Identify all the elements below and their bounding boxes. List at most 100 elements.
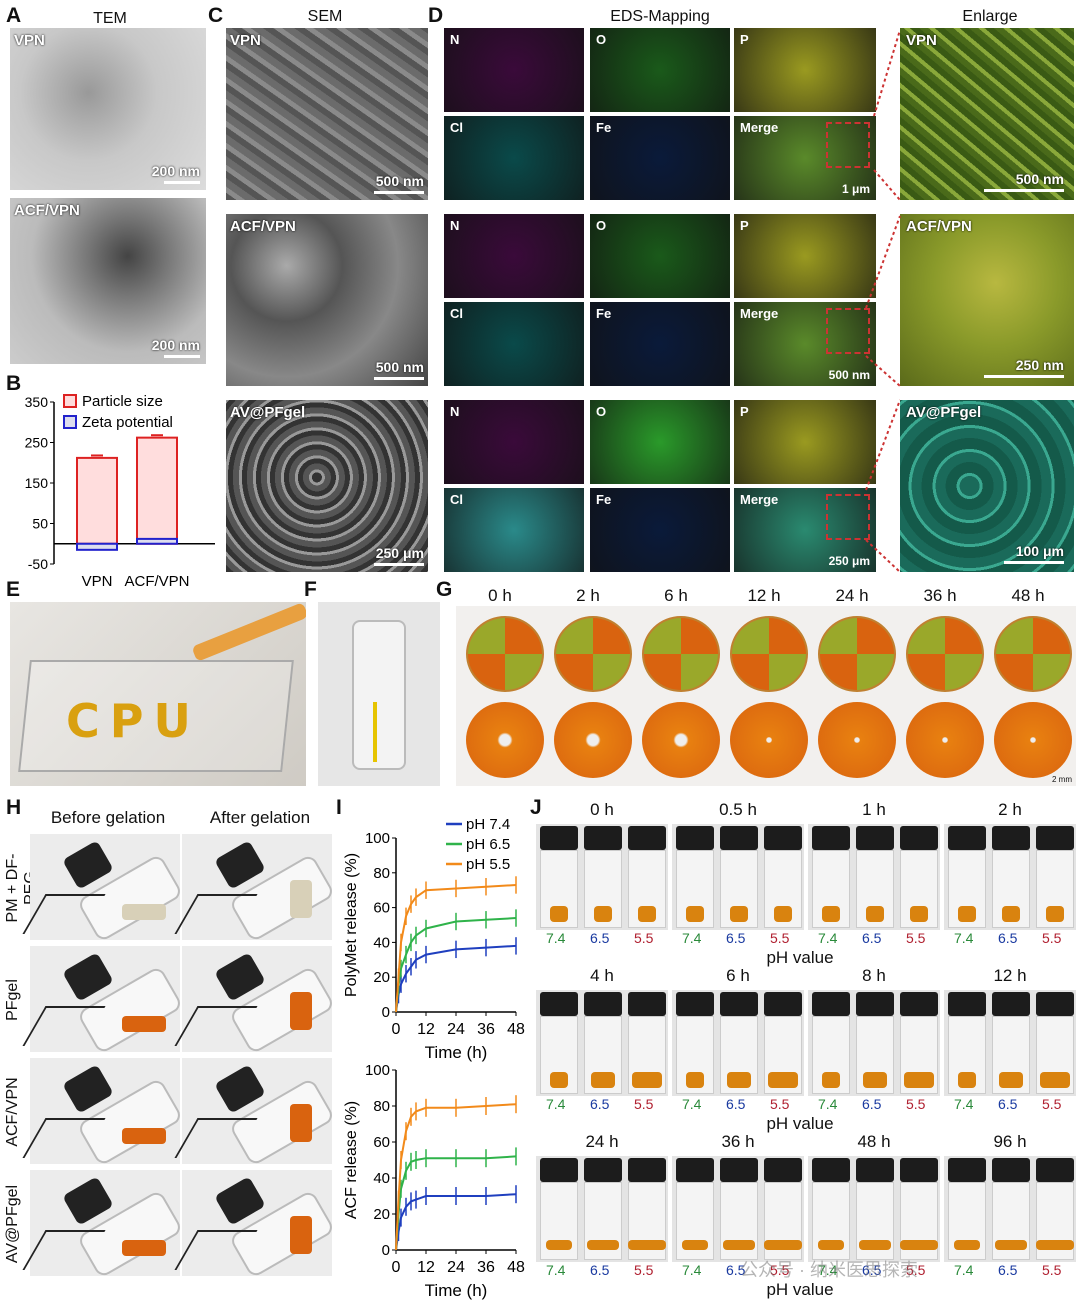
- vial-cap-icon: [948, 826, 986, 850]
- gel-content: [638, 906, 656, 922]
- vial-cap-icon: [628, 826, 666, 850]
- gel-content: [686, 906, 704, 922]
- eds-map-fe: Fe: [590, 116, 730, 200]
- gel-content: [954, 1240, 980, 1250]
- vial-body: [540, 850, 578, 928]
- vial-cap-icon: [628, 992, 666, 1016]
- vial-set-photo: [944, 990, 1076, 1096]
- eds-map-cl: Cl: [444, 302, 584, 386]
- gel-disk-quadrant: [554, 616, 632, 692]
- x-tick-label: 36: [477, 1259, 495, 1276]
- gel-disk-quadrant: [466, 616, 544, 692]
- vial-cap-icon: [720, 826, 758, 850]
- image-label: ACF/VPN: [906, 218, 972, 235]
- ph-label: 6.5: [590, 1096, 610, 1112]
- ph-label: 6.5: [590, 930, 610, 946]
- channel-label: N: [450, 32, 460, 47]
- h-col-before: Before gelation: [50, 808, 166, 827]
- vial-cap-icon: [764, 1158, 802, 1182]
- y-tick-label: 100: [365, 830, 390, 847]
- roi-box: [826, 494, 870, 540]
- vial-cap-icon: [856, 826, 894, 850]
- channel-label: N: [450, 404, 460, 419]
- panel-label-c: C: [208, 4, 224, 27]
- gel-content: [859, 1240, 891, 1250]
- scale-bar: 200 nm: [152, 163, 200, 184]
- syringe-icon: [191, 602, 306, 662]
- vial-icon: [352, 620, 406, 770]
- time-label: 24 h: [585, 1132, 619, 1151]
- vial-set-photo: [808, 1156, 940, 1262]
- y-tick-label: 250: [25, 435, 49, 451]
- sem-header: SEM: [307, 8, 343, 25]
- gel-content: [587, 1240, 619, 1250]
- scale-bar: 500 nm: [374, 173, 424, 194]
- gel-content: [546, 1240, 572, 1250]
- panel-label-j: J: [530, 796, 542, 819]
- gel-content: [122, 904, 166, 920]
- ph-label: 7.4: [682, 930, 702, 946]
- vial-cap-icon: [720, 1158, 758, 1182]
- image-label: VPN: [906, 32, 937, 49]
- gel-content: [290, 1104, 312, 1142]
- gelation-vial-photo: [174, 1058, 336, 1167]
- y-tick-label: 150: [25, 475, 49, 491]
- ph-label-row: 7.4 6.5 5.5: [676, 930, 806, 948]
- panel-label-f: F: [304, 578, 317, 601]
- y-tick-label: 20: [373, 969, 390, 986]
- tem-image-vpn: VPN 200 nm: [10, 28, 206, 190]
- gel-strand: [373, 702, 381, 762]
- legend-label: Zeta potential: [82, 414, 173, 431]
- y-tick-label: 40: [373, 1170, 390, 1187]
- ph-label: 5.5: [1042, 1096, 1062, 1112]
- gel-disk-healing: [994, 702, 1072, 778]
- channel-label: Cl: [450, 306, 463, 321]
- h-row-label: ACF/VPN: [4, 1077, 21, 1147]
- written-letters: CPU: [66, 694, 201, 748]
- vial-cap-icon: [856, 992, 894, 1016]
- scale-bar: 500 nm: [828, 368, 870, 382]
- vial-cap-icon: [214, 952, 266, 1002]
- bar-particle-size: [76, 456, 118, 545]
- vial-set-photo: [944, 824, 1076, 930]
- y-axis-label: PolyMet release (%): [343, 853, 360, 997]
- legend-label: pH 5.5: [466, 856, 510, 873]
- ph-label: 7.4: [818, 930, 838, 946]
- vial-body: [720, 850, 758, 928]
- image-label: AV@PFgel: [906, 404, 982, 421]
- vial-set-photo: [536, 990, 668, 1096]
- gel-disk-healing: [906, 702, 984, 778]
- vial-cap-icon: [676, 826, 714, 850]
- channel-label: N: [450, 218, 460, 233]
- vial-cap-icon: [1036, 826, 1074, 850]
- time-label: 0 h: [488, 586, 512, 605]
- channel-label: Fe: [596, 120, 612, 135]
- vial-cap-icon: [62, 1064, 114, 1114]
- vial-set-photo: [536, 824, 668, 930]
- gel-content: [818, 1240, 844, 1250]
- channel-label: Merge: [740, 120, 779, 135]
- gel-disk-quadrant: [642, 616, 720, 692]
- ph-label-row: 7.4 6.5 5.5: [812, 930, 942, 948]
- eds-map-cl: Cl: [444, 116, 584, 200]
- ph-label: 5.5: [906, 930, 926, 946]
- gel-content: [1046, 906, 1064, 922]
- vial-cap-icon: [584, 1158, 622, 1182]
- ph-axis-label: pH value: [766, 948, 834, 967]
- ph-label-row: 7.4 6.5 5.5: [812, 1096, 942, 1114]
- tem-header: TEM: [93, 10, 127, 27]
- image-label: AV@PFgel: [230, 404, 306, 421]
- gel-content: [910, 906, 928, 922]
- gel-content: [632, 1072, 662, 1088]
- eds-map-fe: Fe: [590, 302, 730, 386]
- time-label: 96 h: [993, 1132, 1027, 1151]
- scale-bar: 100 μm: [1004, 543, 1064, 564]
- gelation-vial-photo: [174, 946, 336, 1055]
- gel-content: [999, 1072, 1023, 1088]
- bar-particle-size: [136, 436, 178, 545]
- time-label: 4 h: [590, 966, 614, 985]
- eds-map-fe: Fe: [590, 488, 730, 572]
- panel-label-d: D: [428, 4, 444, 27]
- ph-label: 6.5: [862, 1262, 882, 1278]
- ph-label: 7.4: [954, 1262, 974, 1278]
